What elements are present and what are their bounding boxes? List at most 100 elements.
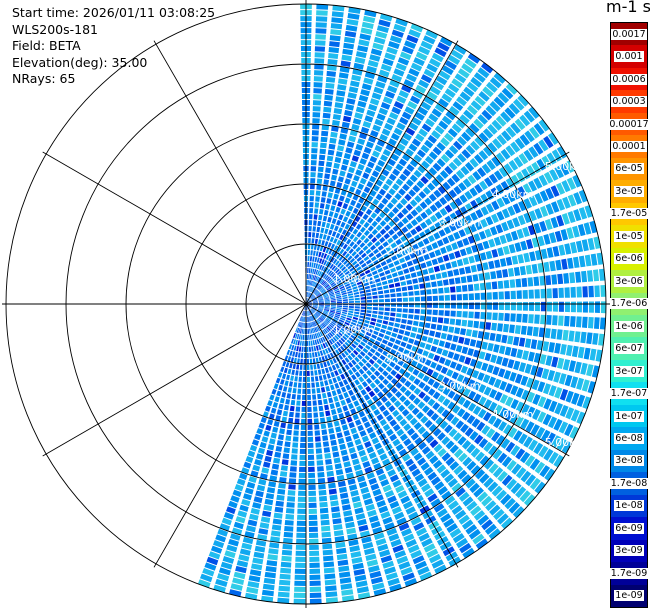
range-gate-cell — [302, 310, 305, 316]
range-gate-cell — [433, 503, 445, 513]
range-gate-cell — [386, 428, 394, 437]
range-gate-cell — [392, 216, 400, 223]
range-gate-cell — [486, 364, 494, 374]
range-gate-cell — [462, 257, 470, 265]
range-gate-cell — [449, 444, 459, 454]
range-gate-cell — [379, 272, 385, 277]
range-gate-cell — [420, 176, 429, 185]
range-gate-cell — [311, 388, 316, 394]
range-gate-cell — [415, 249, 422, 257]
range-gate-cell — [280, 465, 288, 471]
range-gate-cell — [333, 286, 339, 291]
range-gate-cell — [451, 371, 459, 380]
range-gate-cell — [503, 163, 514, 175]
range-gate-cell — [418, 532, 430, 542]
range-gate-cell — [290, 399, 296, 406]
range-gate-cell — [421, 160, 430, 169]
range-gate-cell — [316, 339, 320, 345]
range-gate-cell — [324, 348, 329, 354]
range-gate-cell — [324, 367, 329, 374]
range-gate-cell — [319, 148, 326, 155]
range-gate-cell — [388, 173, 397, 182]
range-gate-cell — [360, 486, 370, 494]
range-gate-cell — [410, 447, 419, 457]
range-gate-cell — [408, 308, 414, 314]
range-gate-cell — [520, 375, 529, 386]
range-gate-cell — [412, 243, 419, 251]
range-gate-cell — [486, 312, 492, 320]
range-gate-cell — [311, 308, 316, 313]
range-gate-cell — [290, 357, 294, 363]
range-gate-cell — [298, 322, 301, 328]
range-gate-cell — [444, 88, 456, 98]
range-gate-cell — [321, 429, 328, 435]
range-gate-cell — [498, 368, 506, 378]
range-gate-cell — [318, 214, 323, 221]
range-gate-cell — [378, 382, 385, 390]
range-gate-cell — [298, 346, 302, 352]
range-gate-cell — [306, 304, 311, 309]
range-gate-cell — [339, 274, 345, 279]
range-gate-cell — [319, 264, 323, 270]
range-gate-cell — [523, 494, 536, 507]
range-gate-cell — [556, 215, 565, 227]
range-gate-cell — [376, 336, 383, 342]
range-gate-cell — [391, 378, 398, 385]
range-gate-cell — [343, 323, 349, 328]
range-gate-cell — [307, 256, 310, 262]
range-gate-cell — [369, 98, 380, 106]
range-gate-cell — [197, 579, 211, 588]
range-gate-cell — [434, 125, 445, 135]
range-gate-cell — [575, 271, 582, 283]
range-gate-cell — [414, 354, 421, 361]
range-gate-cell — [578, 189, 588, 203]
range-gate-cell — [341, 589, 354, 596]
range-gate-cell — [361, 262, 367, 268]
range-gate-cell — [446, 523, 458, 533]
range-gate-cell — [453, 465, 464, 476]
range-gate-cell — [358, 259, 365, 265]
range-gate-cell — [359, 272, 366, 277]
range-gate-cell — [306, 292, 308, 298]
range-gate-cell — [318, 317, 323, 322]
range-gate-cell — [461, 474, 472, 485]
range-gate-cell — [350, 80, 360, 88]
range-gate-cell — [400, 354, 407, 361]
range-gate-cell — [421, 538, 433, 548]
range-gate-cell — [364, 71, 376, 79]
radar-ray — [306, 94, 529, 304]
range-gate-cell — [456, 537, 469, 549]
range-gate-cell — [355, 347, 362, 353]
range-gate-cell — [306, 305, 308, 310]
range-gate-cell — [474, 434, 484, 445]
range-gate-cell — [321, 290, 327, 294]
range-gate-cell — [320, 423, 327, 430]
range-gate-cell — [364, 354, 371, 361]
range-gate-cell — [311, 238, 315, 244]
range-gate-cell — [288, 344, 293, 350]
range-gate-cell — [434, 564, 447, 575]
range-gate-cell — [570, 301, 576, 313]
range-gate-cell — [306, 323, 308, 328]
range-gate-cell — [559, 405, 569, 417]
range-gate-cell — [451, 505, 463, 515]
colorbar-tick-label: 1.7e-05 — [609, 208, 649, 220]
range-gate-cell — [371, 170, 380, 178]
radar-ray — [306, 305, 371, 600]
range-gate-cell — [439, 36, 453, 47]
range-gate-cell — [468, 293, 474, 301]
range-gate-cell — [473, 233, 481, 242]
range-gate-cell — [570, 286, 576, 298]
range-gate-cell — [348, 308, 354, 311]
range-gate-cell — [302, 340, 304, 346]
range-gate-cell — [325, 261, 330, 267]
range-gate-cell — [385, 143, 394, 152]
range-gate-cell — [353, 149, 362, 157]
range-gate-cell — [330, 297, 336, 300]
range-gate-cell — [334, 315, 340, 319]
range-gate-cell — [277, 372, 283, 378]
range-gate-cell — [470, 447, 481, 458]
range-gate-cell — [367, 233, 374, 240]
range-gate-cell — [330, 371, 335, 378]
range-gate-cell — [349, 267, 355, 272]
